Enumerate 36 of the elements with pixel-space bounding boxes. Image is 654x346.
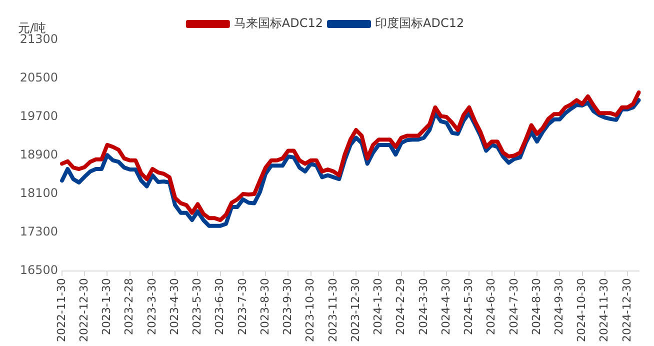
- x-tick-label: 2023-2-28: [122, 278, 136, 336]
- x-tick-label: 2023-4-30: [168, 278, 181, 336]
- x-tick-label: 2024-8-30: [530, 278, 543, 336]
- y-tick-label: 17300: [20, 224, 58, 239]
- x-tick-label: 2023-1-30: [100, 278, 114, 336]
- x-tick-label: 2024-6-30: [484, 278, 498, 336]
- x-tick-label: 2023-11-30: [326, 278, 340, 342]
- x-tick-label: 2023-6-30: [213, 278, 226, 336]
- x-tick-label: 2024-10-30: [575, 278, 588, 342]
- x-tick-label: 2022-11-30: [54, 278, 68, 342]
- x-tick-label: 2023-12-30: [348, 278, 362, 342]
- x-tick-label: 2024-12-30: [620, 278, 634, 342]
- x-tick-label: 2023-9-30: [281, 278, 294, 336]
- legend-label: 马来国标ADC12: [234, 16, 324, 30]
- x-tick-label: 2024-9-30: [552, 278, 566, 336]
- y-tick-label: 18900: [20, 148, 58, 162]
- x-tick-label: 2023-8-30: [258, 278, 272, 336]
- y-tick-label: 20500: [20, 70, 58, 85]
- x-tick-label: 2023-10-30: [304, 278, 317, 342]
- x-tick-label: 2023-3-30: [145, 278, 158, 336]
- x-tick-label: 2024-7-30: [507, 278, 520, 336]
- y-tick-label: 19700: [20, 109, 58, 124]
- y-axis-title: 元/吨: [18, 21, 46, 35]
- x-tick-label: 2024-4-30: [439, 278, 452, 336]
- y-tick-label: 18100: [20, 186, 58, 200]
- x-tick-label: 2023-5-30: [190, 278, 204, 336]
- x-tick-label: 2024-5-30: [462, 278, 476, 336]
- y-tick-label: 21300: [20, 32, 58, 46]
- x-tick-label: 2024-2-29: [394, 278, 408, 336]
- legend-label: 印度国标ADC12: [375, 16, 464, 30]
- y-tick-label: 16500: [20, 263, 58, 278]
- x-tick-label: 2023-7-30: [236, 278, 249, 336]
- x-tick-label: 2022-12-30: [77, 278, 90, 342]
- x-tick-label: 2024-1-30: [372, 278, 385, 336]
- x-tick-label: 2024-11-30: [598, 278, 611, 342]
- x-tick-label: 2024-3-30: [416, 278, 430, 336]
